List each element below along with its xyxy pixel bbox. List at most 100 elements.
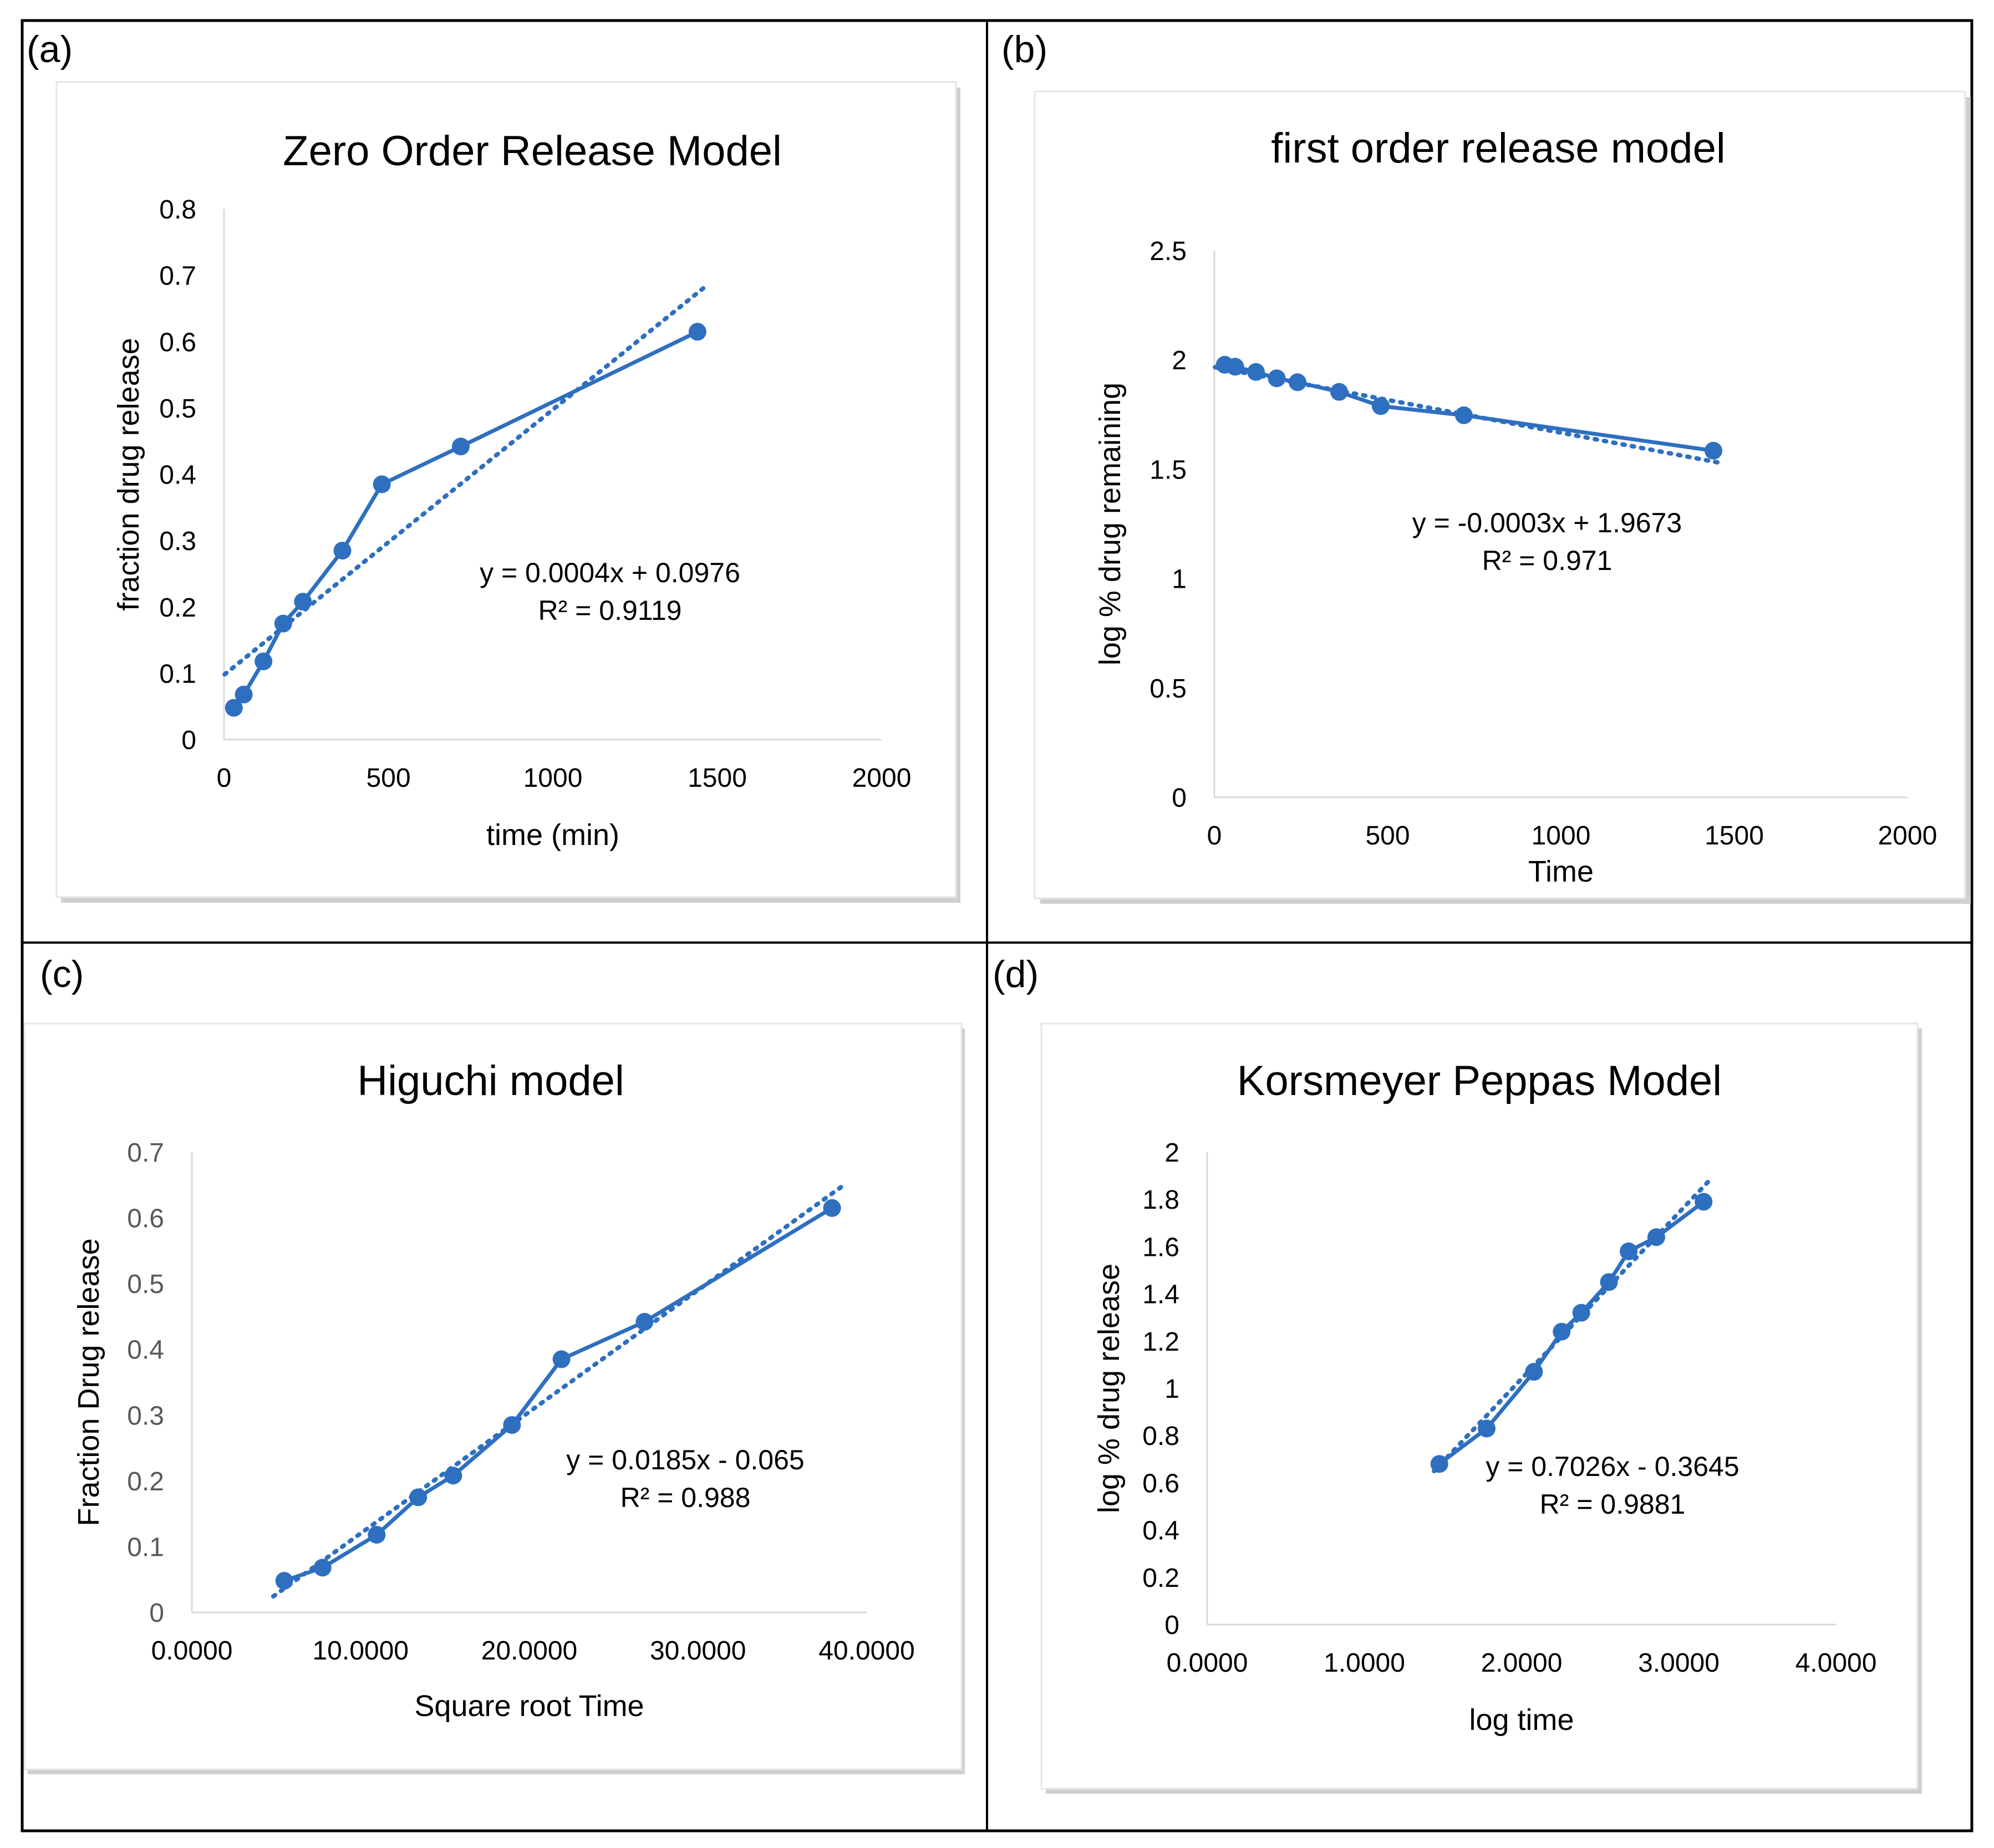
y-tick-label: 2.5 — [1149, 237, 1187, 266]
y-tick-label: 0.6 — [159, 328, 196, 357]
data-point — [1330, 383, 1348, 401]
data-point — [1600, 1273, 1618, 1291]
data-point — [1372, 397, 1390, 415]
chart-first-order: first order release model 0 0.5 1 1.5 2 2.5 0 50… — [1093, 125, 1937, 888]
chart-korsmeyer-peppas: Korsmeyer Peppas Model 0 0.2 0.4 0.6 0.8 1 1.2 1… — [1092, 1057, 1876, 1737]
x-tick-label: 1.0000 — [1324, 1648, 1405, 1678]
x-tick-label: 30.0000 — [650, 1636, 746, 1666]
chart-title: Higuchi model — [357, 1057, 624, 1104]
x-tick-label: 3.0000 — [1638, 1648, 1720, 1678]
y-tick-label: 0 — [149, 1598, 164, 1628]
y-axis-label: log % drug release — [1092, 1264, 1126, 1513]
x-tick-label: 0.0000 — [1167, 1648, 1248, 1678]
y-tick-label: 1.5 — [1149, 455, 1187, 485]
data-point — [1289, 373, 1306, 391]
x-axis-label: Square root Time — [414, 1689, 644, 1723]
data-point — [1268, 369, 1286, 388]
panel-label-c: (c) — [40, 953, 84, 995]
data-point — [275, 1572, 293, 1590]
y-axis-label: log % drug remaining — [1093, 383, 1127, 665]
panel-label-a: (a) — [27, 28, 73, 70]
trendline-equation: y = 0.7026x - 0.3645 — [1486, 1451, 1739, 1482]
x-tick-label: 0 — [217, 763, 232, 793]
r-squared-label: R² = 0.9119 — [538, 595, 682, 626]
data-point — [1695, 1193, 1713, 1211]
x-tick-label: 10.0000 — [312, 1636, 409, 1666]
r-squared-label: R² = 0.971 — [1482, 545, 1613, 576]
data-point — [1226, 358, 1244, 376]
x-axis-label: Time — [1528, 855, 1594, 888]
y-axis-label: Fraction Drug release — [72, 1238, 105, 1526]
x-axis-label: time (min) — [486, 818, 619, 852]
data-point — [368, 1526, 386, 1544]
data-point — [333, 542, 352, 560]
data-point — [1620, 1242, 1638, 1260]
chart-zero-order: Zero Order Release Model 0 0.1 0.2 0.3 0.4 0.5… — [112, 128, 911, 852]
x-tick-label: 20.0000 — [481, 1636, 578, 1666]
trendline — [271, 1183, 846, 1599]
data-point — [552, 1350, 571, 1368]
x-tick-label: 1000 — [523, 763, 583, 793]
y-tick-label: 0.2 — [159, 593, 196, 623]
data-point — [235, 685, 253, 704]
x-tick-label: 4.0000 — [1795, 1648, 1877, 1678]
data-point — [451, 437, 470, 456]
chart-title: Zero Order Release Model — [283, 128, 782, 175]
y-tick-label: 0.4 — [1142, 1516, 1179, 1546]
data-point — [1455, 406, 1473, 424]
r-squared-label: R² = 0.9881 — [1540, 1489, 1686, 1520]
data-point — [274, 614, 292, 633]
x-tick-label: 0 — [1207, 821, 1222, 851]
r-squared-label: R² = 0.988 — [620, 1482, 751, 1513]
data-point — [255, 652, 273, 670]
y-tick-label: 1 — [1164, 1374, 1179, 1404]
y-tick-label: 0.8 — [1142, 1422, 1179, 1451]
y-tick-label: 2 — [1164, 1138, 1179, 1168]
data-point — [1647, 1228, 1665, 1246]
data-point — [1478, 1419, 1496, 1438]
y-axis-label: fraction drug release — [112, 338, 145, 610]
y-tick-label: 0.4 — [159, 461, 196, 490]
y-tick-label: 1.6 — [1142, 1233, 1179, 1262]
data-point — [503, 1416, 521, 1434]
y-tick-label: 0.5 — [159, 394, 196, 424]
data-point — [225, 699, 243, 717]
data-point — [373, 475, 391, 493]
y-tick-label: 0.3 — [127, 1401, 164, 1430]
panel-label-d: (d) — [993, 953, 1039, 995]
x-tick-label: 2000 — [852, 763, 912, 793]
y-tick-label: 0.1 — [127, 1533, 164, 1562]
data-point — [409, 1488, 428, 1506]
x-tick-label: 2.0000 — [1481, 1648, 1563, 1678]
y-tick-label: 2 — [1172, 346, 1187, 375]
x-tick-label: 500 — [1365, 821, 1410, 851]
data-point — [688, 323, 706, 341]
y-tick-label: 0.5 — [127, 1270, 164, 1299]
chart-title: Korsmeyer Peppas Model — [1237, 1057, 1722, 1104]
data-point — [1247, 363, 1265, 381]
y-tick-label: 0.6 — [127, 1204, 164, 1234]
y-tick-label: 0.2 — [127, 1467, 164, 1496]
y-tick-label: 0.2 — [1142, 1564, 1179, 1593]
y-tick-label: 0.7 — [159, 262, 196, 291]
figure-border — [21, 19, 1973, 1832]
y-tick-label: 0.3 — [159, 527, 196, 556]
y-tick-label: 0.1 — [159, 659, 196, 689]
trendline — [1432, 1179, 1711, 1474]
x-tick-label: 500 — [366, 763, 410, 793]
y-tick-label: 0 — [1172, 783, 1187, 813]
trendline-equation: y = 0.0185x - 0.065 — [566, 1444, 804, 1475]
y-tick-label: 1.2 — [1142, 1327, 1179, 1357]
y-tick-label: 0.8 — [159, 195, 196, 225]
data-point — [635, 1312, 654, 1331]
x-axis-label: log time — [1469, 1703, 1574, 1737]
x-tick-label: 1500 — [688, 763, 747, 793]
y-tick-label: 1 — [1172, 565, 1187, 594]
x-tick-label: 40.0000 — [818, 1636, 915, 1666]
chart-title: first order release model — [1271, 125, 1725, 172]
data-point — [823, 1199, 841, 1217]
y-tick-label: 0.5 — [1149, 674, 1187, 704]
data-point — [1430, 1455, 1448, 1473]
y-tick-label: 0.7 — [127, 1138, 164, 1168]
